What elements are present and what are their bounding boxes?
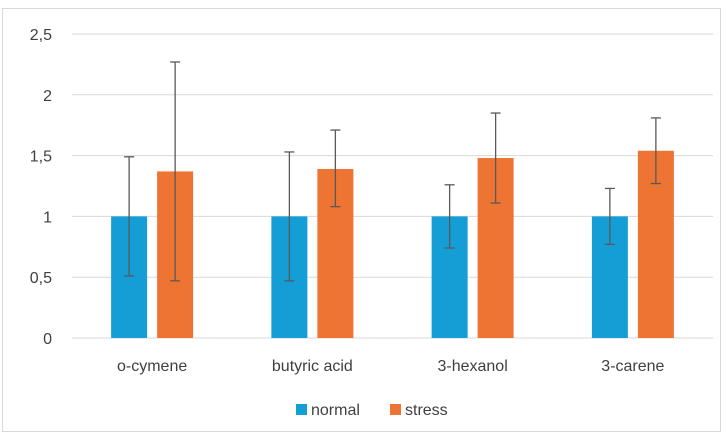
category-label: 3-hexanol [437,358,507,375]
y-tick-label: 0 [43,331,52,348]
y-tick-label: 1 [43,209,52,226]
y-tick-label: 0,5 [30,270,52,287]
category-label: 3-carene [601,358,664,375]
y-tick-label: 1,5 [30,149,52,166]
legend-swatch-stress [390,404,401,415]
category-label: butyric acid [272,358,353,375]
y-tick-label: 2 [43,88,52,105]
legend-label-normal: normal [311,402,360,419]
legend-swatch-normal [296,404,307,415]
legend-label-stress: stress [405,402,448,419]
category-label: o-cymene [117,358,187,375]
y-tick-label: 2,5 [30,27,52,44]
